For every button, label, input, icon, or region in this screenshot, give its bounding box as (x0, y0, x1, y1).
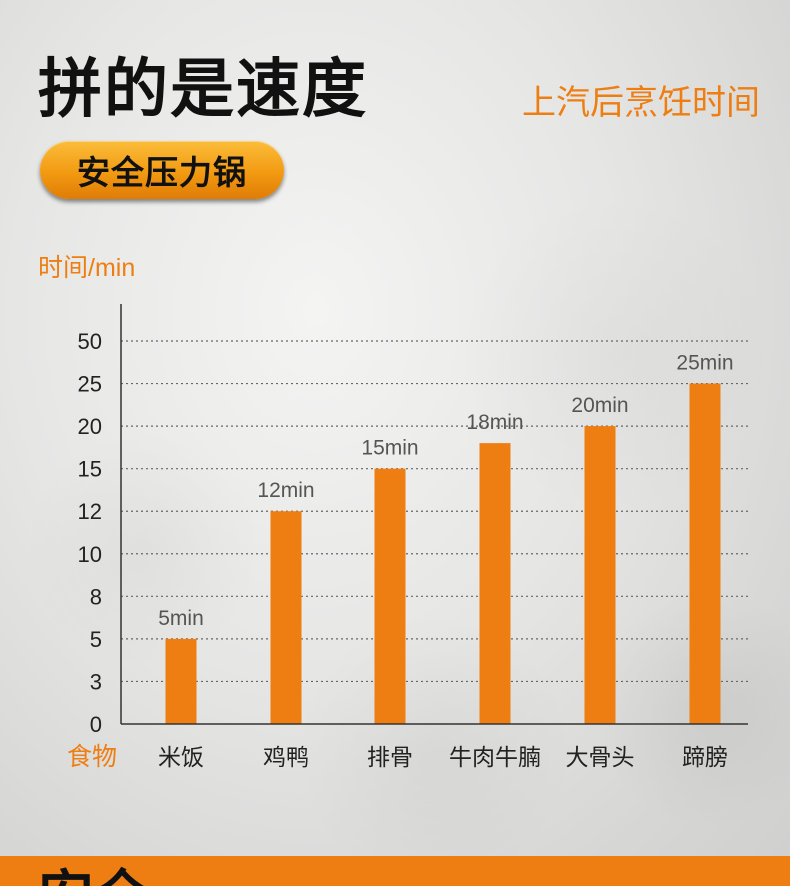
bar-value-label: 25min (676, 352, 733, 375)
page-title: 拼的是速度 (38, 53, 368, 127)
y-tick-label: 25 (78, 372, 102, 397)
x-category-label: 排骨 (367, 744, 413, 770)
bar (689, 383, 721, 724)
bar (270, 511, 302, 724)
bar (479, 443, 511, 724)
bar-value-label: 5min (158, 607, 204, 630)
y-tick-label: 50 (78, 329, 102, 354)
y-tick-label: 10 (78, 542, 102, 567)
bar (165, 638, 197, 724)
bar-value-label: 12min (257, 479, 314, 502)
next-section-title: 安全 (38, 870, 150, 886)
y-tick-label: 0 (90, 712, 102, 737)
next-section-band: 安全 (0, 856, 790, 886)
x-axis-title: 食物 (67, 743, 117, 771)
y-axis-title: 时间/min (38, 254, 135, 282)
y-tick-label: 20 (78, 414, 102, 439)
bar-value-label: 20min (571, 394, 628, 417)
bar (374, 468, 406, 724)
y-tick-label: 3 (90, 669, 102, 694)
product-badge: 安全压力锅 (40, 141, 284, 199)
x-category-label: 大骨头 (566, 744, 635, 770)
y-tick-label: 8 (90, 584, 102, 609)
cooking-time-bar-chart: 时间/min 食物 0 3 5 8 10 12 15 20 25 50 5min 米饭 12min 鸡鸭 1… (38, 254, 748, 771)
y-tick-label: 5 (90, 627, 102, 652)
bar (584, 426, 616, 724)
x-category-label: 米饭 (158, 744, 204, 770)
page-subtitle: 上汽后烹饪时间 (522, 83, 760, 123)
x-category-label: 牛肉牛腩 (449, 744, 541, 770)
y-tick-label: 15 (78, 457, 102, 482)
x-category-label: 鸡鸭 (263, 744, 309, 770)
y-tick-label: 12 (78, 499, 102, 524)
x-category-label: 蹄膀 (682, 744, 728, 770)
bar-value-label: 15min (361, 437, 418, 460)
bar-value-label: 18min (466, 411, 523, 434)
